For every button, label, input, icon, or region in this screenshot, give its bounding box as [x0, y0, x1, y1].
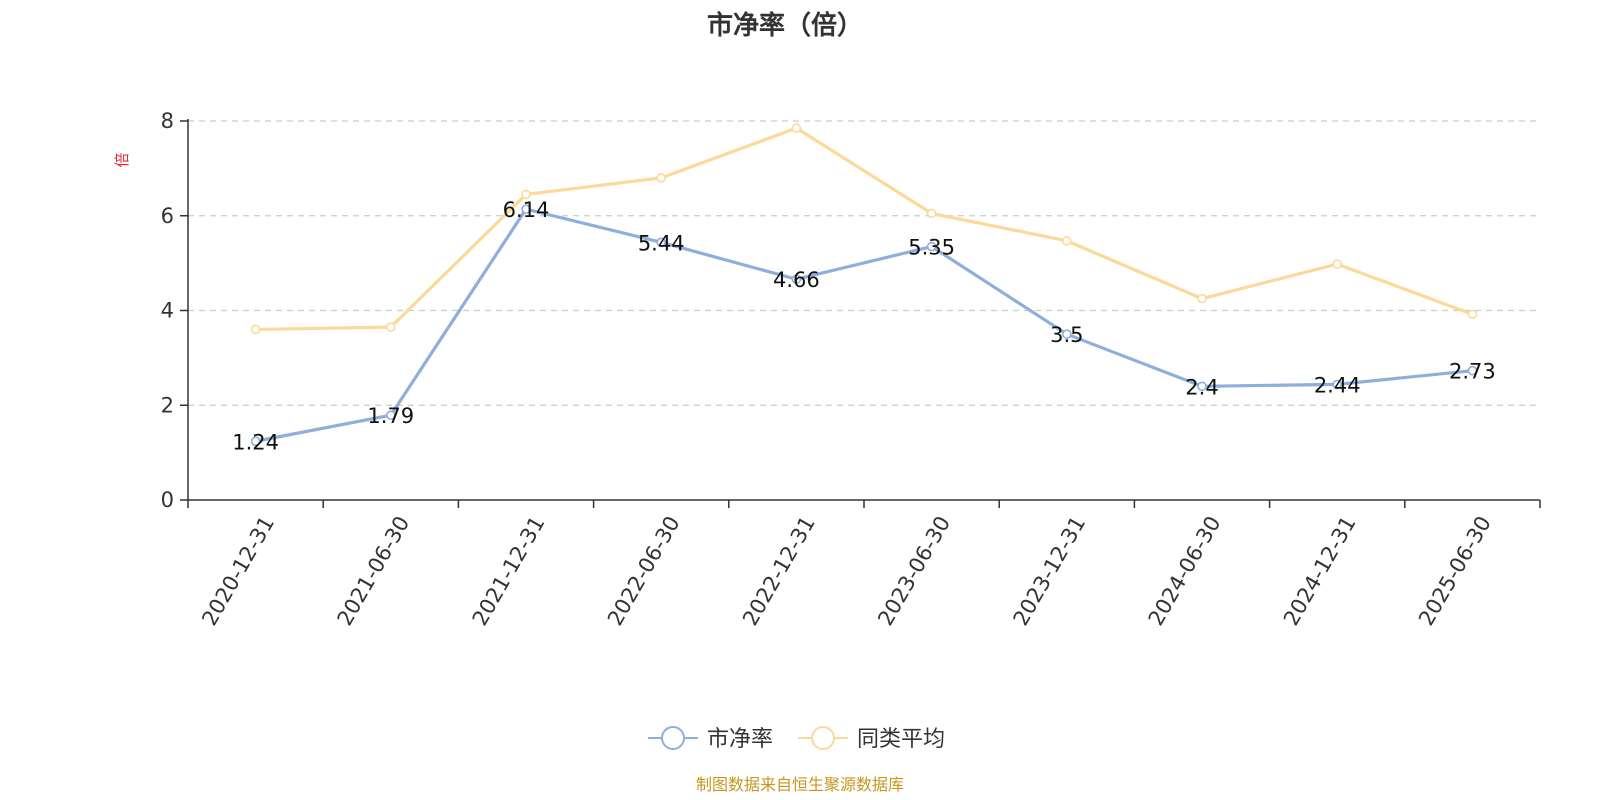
data-point[interactable]	[1332, 259, 1342, 269]
x-tick-label: 2021-12-31	[468, 512, 550, 630]
data-point[interactable]	[656, 237, 667, 248]
legend-item[interactable]: 同类平均	[798, 726, 945, 752]
x-tick-label: 2024-06-30	[1144, 512, 1226, 630]
y-tick-label: 0	[161, 488, 174, 512]
data-point[interactable]	[791, 274, 802, 285]
data-point[interactable]	[1197, 293, 1207, 304]
y-tick-label: 8	[161, 109, 174, 133]
y-axis-label: 倍	[113, 152, 131, 167]
series-line	[254, 207, 1475, 443]
data-label: 1.79	[367, 404, 414, 428]
series-lines	[250, 123, 1478, 447]
x-tick-label: 2021-06-30	[332, 512, 414, 630]
series-line	[254, 126, 1475, 332]
data-label: 2.44	[1314, 373, 1361, 397]
data-point[interactable]	[1062, 236, 1072, 246]
data-source-note: 制图数据来自恒生聚源数据库	[696, 775, 904, 794]
chart-title: 市净率（倍）	[707, 10, 863, 41]
data-point[interactable]	[250, 324, 261, 335]
x-tick-label: 2023-06-30	[873, 512, 955, 630]
y-tick-label: 6	[161, 204, 174, 228]
legend-marker-icon	[811, 726, 835, 750]
x-tick-label: 2025-06-30	[1414, 512, 1496, 630]
data-label: 2.4	[1185, 375, 1218, 399]
data-point[interactable]	[926, 241, 937, 252]
data-point[interactable]	[1467, 365, 1478, 376]
y-tick-label: 2	[161, 393, 174, 417]
data-point[interactable]	[1332, 379, 1342, 390]
data-label: 1.24	[232, 430, 279, 454]
data-point[interactable]	[385, 322, 396, 332]
data-point[interactable]	[521, 204, 531, 214]
legend-item[interactable]: 市净率	[648, 726, 773, 752]
data-point[interactable]	[1467, 309, 1478, 320]
legend-label: 市净率	[707, 727, 773, 752]
data-point[interactable]	[1197, 381, 1207, 392]
data-label: 4.66	[773, 268, 820, 292]
grid-lines	[188, 120, 1540, 406]
data-point[interactable]	[1062, 329, 1072, 339]
y-tick-label: 4	[161, 299, 174, 323]
x-tick-label: 2022-12-31	[738, 512, 820, 630]
data-point[interactable]	[521, 189, 531, 200]
data-labels: 1.24 1.79 6.14 5.44 4.66 5.35 3.5 2.4 2.44 2.73	[232, 198, 1496, 454]
data-point[interactable]	[385, 410, 396, 420]
data-label: 3.5	[1050, 323, 1083, 347]
data-point[interactable]	[250, 436, 261, 447]
axes: 0 2 4 6 8 2020-12-31 2021-06-30 2021-12-31 2022-…	[161, 109, 1541, 630]
data-label: 2.73	[1449, 360, 1496, 384]
x-tick-label: 2022-06-30	[603, 512, 685, 630]
legend[interactable]: 市净率 同类平均	[648, 726, 945, 752]
x-tick-label: 2020-12-31	[197, 512, 279, 630]
legend-label: 同类平均	[857, 727, 945, 752]
data-point[interactable]	[791, 123, 802, 133]
data-label: 5.44	[638, 231, 685, 255]
data-label: 6.14	[503, 198, 550, 222]
data-point[interactable]	[926, 208, 937, 219]
x-tick-label: 2023-12-31	[1008, 512, 1090, 630]
data-label: 5.35	[908, 236, 955, 260]
legend-marker-icon	[661, 726, 685, 750]
data-point[interactable]	[656, 173, 667, 183]
x-tick-label: 2024-12-31	[1279, 512, 1361, 630]
